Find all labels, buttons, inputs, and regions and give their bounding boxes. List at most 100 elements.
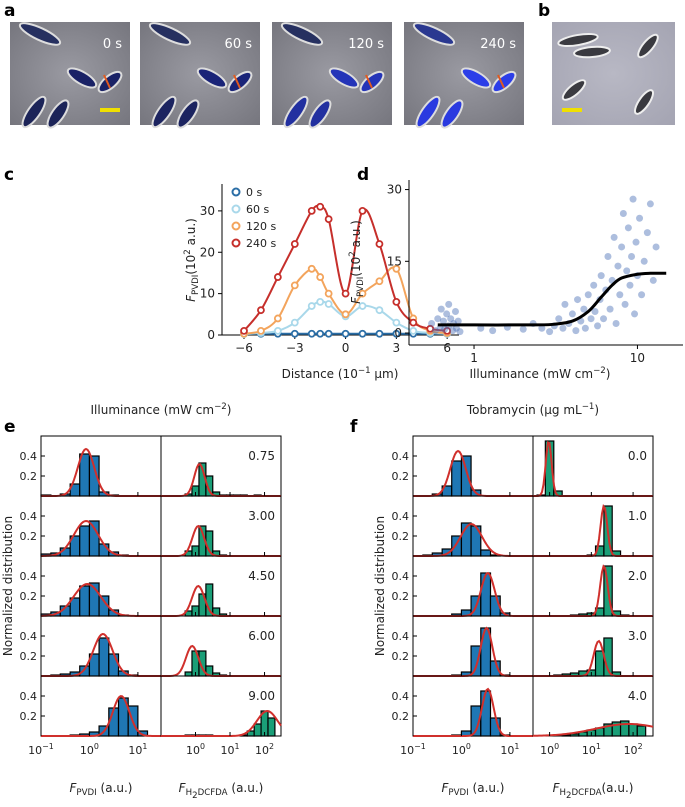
point — [341, 289, 350, 298]
point — [555, 315, 563, 323]
y-axis-label-part: PVDI — [356, 277, 366, 297]
point — [392, 264, 401, 273]
fit-curve — [532, 722, 654, 737]
x-tick-label-part: 10 — [624, 744, 638, 757]
x-tick-label-part: −1 — [42, 742, 54, 751]
y-tick-label: 0 — [207, 328, 215, 342]
point — [614, 262, 622, 270]
point — [643, 229, 651, 237]
x-tick-label: 101 — [582, 742, 601, 757]
x-tick-label-part: 10 — [28, 744, 42, 757]
x-tick-label-part: 0 — [200, 742, 205, 751]
micrograph-240s — [404, 22, 524, 129]
x-axis-label-part: F — [179, 781, 187, 795]
y-tick-label: 0.2 — [392, 710, 410, 723]
legend-label: 60 s — [246, 203, 269, 216]
fit-curve — [161, 463, 281, 497]
histogram-panel: 4.0 — [532, 675, 654, 737]
fit-line — [437, 271, 667, 327]
grid-title-part: −2 — [214, 402, 227, 412]
fit-curve — [161, 709, 282, 737]
point — [638, 291, 646, 299]
point — [606, 305, 614, 313]
micrograph-120s — [272, 22, 392, 129]
bar — [79, 525, 91, 557]
bar — [79, 453, 91, 497]
row-label: 4.50 — [248, 569, 275, 583]
point — [618, 243, 626, 251]
row-label: 3.0 — [628, 629, 647, 643]
micrograph-0s — [10, 22, 130, 129]
x-tick-label-part: −1 — [414, 742, 426, 751]
y-tick-label: 0.2 — [20, 470, 38, 483]
point — [375, 240, 384, 248]
point — [316, 273, 325, 281]
point — [587, 315, 595, 323]
point — [273, 273, 282, 281]
y-tick-label: 0 — [394, 326, 402, 340]
x-tick-label: 3 — [393, 341, 401, 355]
bar — [98, 637, 110, 677]
x-axis-label-part: Illuminance (mW cm — [470, 367, 594, 381]
x-tick-label: 100 — [452, 742, 471, 757]
grid-title: Illuminance (mW cm−2) — [91, 402, 232, 417]
x-tick-label-part: 10 — [80, 744, 94, 757]
point — [443, 310, 451, 318]
point — [441, 325, 449, 333]
y-tick-label: 20 — [200, 245, 215, 259]
fit-curve — [41, 695, 161, 737]
x-axis-label-part: μm) — [371, 367, 399, 381]
point — [591, 308, 599, 316]
histogram-panel: 0.2 0.4 — [392, 675, 534, 737]
point — [632, 238, 640, 246]
y-axis-label-part: F — [349, 296, 363, 304]
point — [375, 329, 384, 338]
row-label: 1.0 — [628, 509, 647, 523]
x-tick-label: 101 — [500, 742, 519, 757]
x-axis-label-part: PVDI — [76, 788, 96, 798]
bar — [79, 585, 91, 617]
histogram-panel: 9.00 — [160, 675, 282, 737]
row-label: 4.0 — [628, 689, 647, 703]
x-tick-label-part: 1 — [142, 742, 147, 751]
point — [358, 329, 367, 338]
point — [341, 310, 350, 319]
point — [572, 327, 580, 335]
y-tick-label: 0.4 — [392, 570, 410, 583]
point — [290, 281, 299, 290]
point — [619, 209, 627, 217]
x-tick-label: 100 — [540, 742, 559, 757]
x-axis-label-part: DCFDA — [198, 788, 228, 798]
point — [489, 327, 497, 335]
panel-label: c — [4, 165, 14, 185]
point — [454, 317, 462, 325]
x-tick-label-part: 10 — [221, 744, 235, 757]
point — [307, 302, 316, 310]
point — [574, 296, 582, 304]
time-label: 120 s — [348, 37, 384, 52]
histogram-panel: 0.2 0.4 — [392, 435, 534, 497]
y-tick-label: 0.4 — [20, 450, 38, 463]
legend-label: 240 s — [246, 237, 276, 250]
point — [257, 326, 265, 335]
bar — [594, 650, 605, 677]
point — [307, 264, 316, 273]
histogram-panel: 0.2 0.4 — [20, 435, 162, 497]
point — [600, 315, 608, 323]
point — [316, 329, 325, 338]
y-tick-label: 0.4 — [20, 570, 38, 583]
point — [652, 243, 660, 251]
x-axis-label-part: (a.u.) — [469, 781, 505, 795]
point — [324, 300, 333, 308]
y-axis-label-part: a.u.) — [184, 218, 198, 249]
micrograph-60s — [140, 22, 260, 129]
panel-frame — [160, 555, 282, 617]
x-tick-label-part: 1 — [235, 742, 240, 751]
x-axis-label-part: F — [553, 781, 561, 795]
point — [456, 328, 464, 336]
point — [358, 289, 367, 298]
y-tick-label: 0.2 — [392, 650, 410, 663]
panel-frame — [160, 435, 282, 497]
point — [358, 206, 367, 215]
point — [581, 324, 589, 332]
